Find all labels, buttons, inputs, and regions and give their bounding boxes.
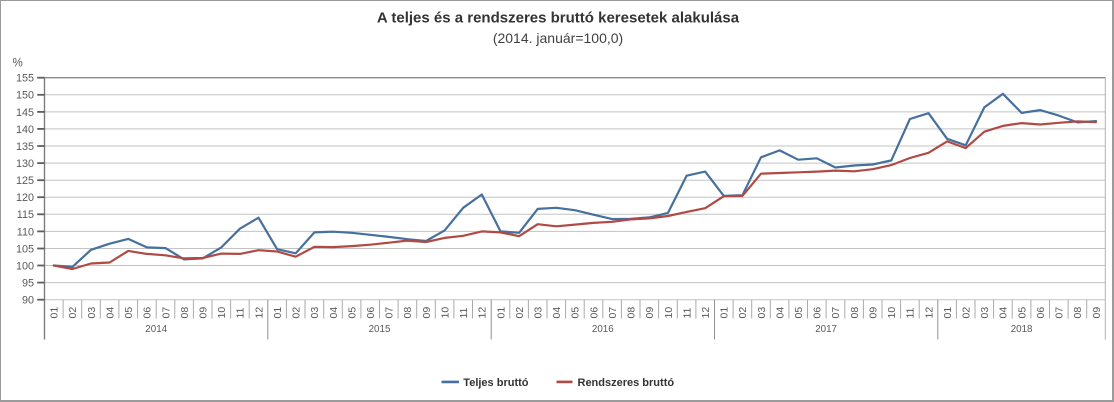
svg-text:07: 07 [830,307,842,319]
svg-text:120: 120 [16,192,34,204]
svg-text:130: 130 [16,158,34,170]
svg-text:12: 12 [253,307,265,319]
svg-text:110: 110 [17,226,34,238]
svg-text:90: 90 [22,295,34,307]
svg-text:(2014. január=100,0): (2014. január=100,0) [493,30,623,46]
svg-text:115: 115 [17,209,34,221]
svg-text:09: 09 [868,307,880,319]
svg-text:02: 02 [961,307,973,319]
svg-text:05: 05 [570,307,582,319]
svg-text:09: 09 [198,307,210,319]
svg-text:145: 145 [16,107,34,119]
svg-text:11: 11 [681,307,693,318]
svg-text:07: 07 [1054,307,1066,319]
svg-text:100: 100 [16,260,34,272]
svg-text:11: 11 [905,307,917,318]
svg-text:02: 02 [737,307,749,319]
svg-text:03: 03 [86,307,98,319]
svg-text:150: 150 [16,90,34,102]
svg-text:02: 02 [514,307,526,319]
svg-text:08: 08 [1072,307,1084,319]
svg-text:05: 05 [346,307,358,319]
svg-text:155: 155 [16,73,34,85]
svg-text:02: 02 [67,307,79,319]
svg-text:04: 04 [104,307,116,319]
svg-text:A teljes és a rendszeres brutt: A teljes és a rendszeres bruttó keresete… [377,10,740,27]
svg-text:12: 12 [700,307,712,319]
svg-text:06: 06 [812,307,824,319]
svg-text:2018: 2018 [1011,324,1033,335]
svg-text:Rendszeres bruttó: Rendszeres bruttó [578,377,675,389]
svg-text:04: 04 [774,307,786,319]
svg-text:95: 95 [22,278,34,290]
svg-text:01: 01 [942,307,954,319]
svg-text:03: 03 [533,307,545,319]
svg-text:05: 05 [123,307,135,319]
svg-text:Teljes bruttó: Teljes bruttó [463,377,528,389]
svg-text:10: 10 [886,307,898,319]
svg-text:10: 10 [216,307,228,319]
svg-text:03: 03 [756,307,768,319]
svg-text:08: 08 [626,307,638,319]
svg-text:01: 01 [272,307,284,319]
svg-text:08: 08 [849,307,861,319]
svg-text:125: 125 [16,175,34,187]
svg-text:10: 10 [439,307,451,319]
svg-text:09: 09 [421,307,433,319]
svg-text:06: 06 [365,307,377,319]
svg-text:140: 140 [16,124,34,136]
svg-text:09: 09 [1091,307,1103,319]
svg-text:06: 06 [142,307,154,319]
svg-text:08: 08 [179,307,191,319]
svg-text:07: 07 [160,307,172,319]
svg-text:08: 08 [402,307,414,319]
svg-text:11: 11 [458,307,470,318]
svg-text:07: 07 [384,307,396,319]
svg-text:2016: 2016 [592,324,614,335]
svg-text:03: 03 [309,307,321,319]
svg-text:04: 04 [551,307,563,319]
svg-text:10: 10 [663,307,675,319]
svg-text:07: 07 [607,307,619,319]
svg-text:01: 01 [495,307,507,319]
svg-text:2015: 2015 [369,324,391,335]
svg-text:%: % [13,58,23,70]
svg-text:2014: 2014 [145,324,167,335]
svg-text:11: 11 [235,307,247,318]
svg-text:2017: 2017 [815,324,837,335]
svg-text:02: 02 [291,307,303,319]
svg-text:06: 06 [588,307,600,319]
svg-text:01: 01 [49,307,61,319]
svg-text:04: 04 [328,307,340,319]
svg-text:05: 05 [793,307,805,319]
svg-text:05: 05 [1016,307,1028,319]
svg-text:105: 105 [16,243,34,255]
svg-text:135: 135 [16,141,34,153]
svg-text:09: 09 [644,307,656,319]
svg-text:06: 06 [1035,307,1047,319]
svg-text:12: 12 [923,307,935,319]
svg-text:04: 04 [998,307,1010,319]
svg-text:03: 03 [979,307,991,319]
svg-text:01: 01 [719,307,731,319]
svg-text:12: 12 [477,307,489,319]
